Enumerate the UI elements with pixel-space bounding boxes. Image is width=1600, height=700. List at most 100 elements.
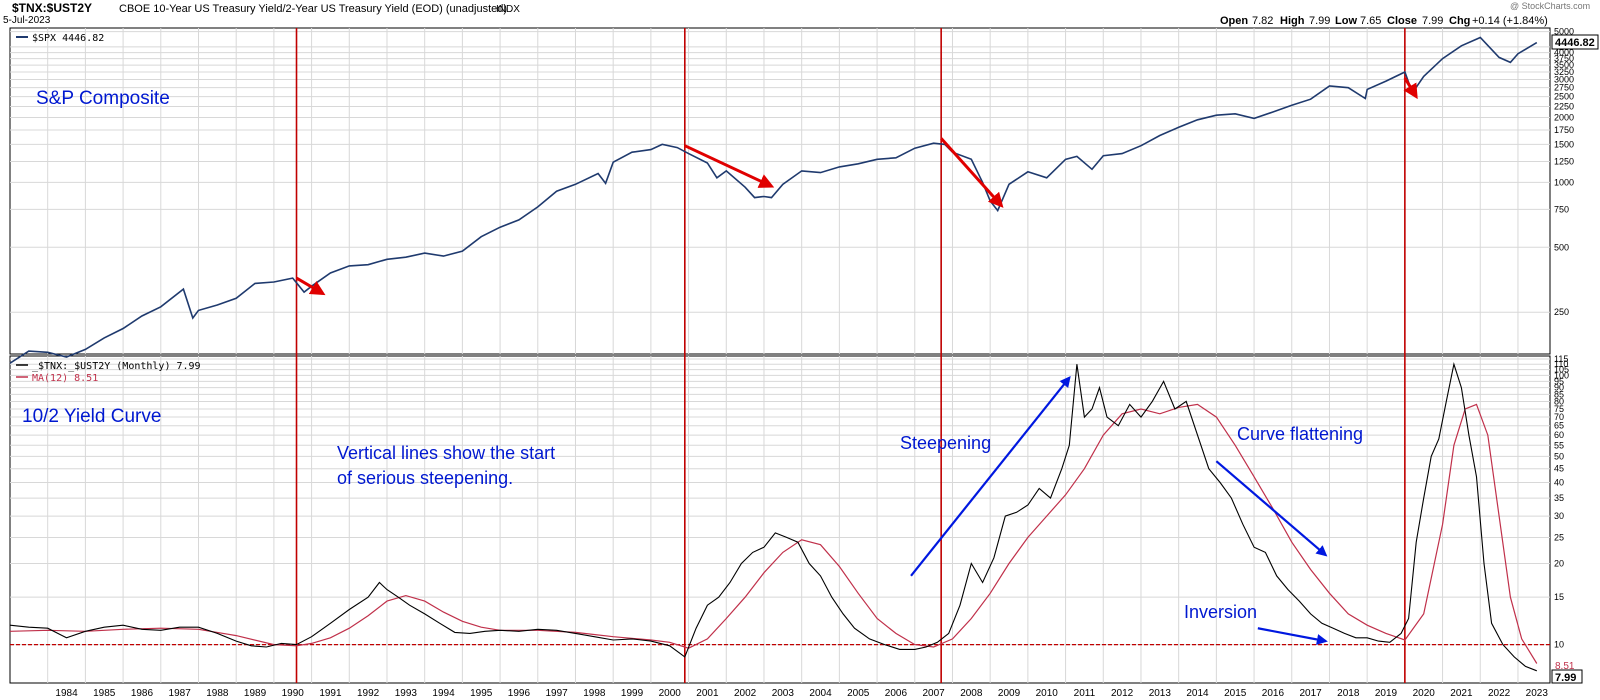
spx-ytick-label: 2000: [1554, 112, 1574, 122]
yield-ytick-label: 60: [1554, 430, 1564, 440]
watermark: @ StockCharts.com: [1510, 1, 1590, 11]
description-label: CBOE 10-Year US Treasury Yield/2-Year US…: [119, 3, 507, 15]
red-arrow-2008: [940, 137, 1004, 208]
xtick-label: 2004: [809, 688, 832, 699]
steepening-label: Steepening: [900, 433, 991, 453]
xtick-label: 2014: [1186, 688, 1209, 699]
spx-ytick-label: 1250: [1554, 156, 1574, 166]
spx-ytick-label: 2500: [1554, 92, 1574, 102]
spx-panel-frame: [9, 27, 1551, 355]
xtick-label: 2000: [659, 688, 682, 699]
xtick-label: 2001: [696, 688, 719, 699]
open-value: 7.82: [1252, 15, 1273, 27]
xtick-label: 2022: [1488, 688, 1511, 699]
xtick-label: 1986: [131, 688, 154, 699]
inversion-label: Inversion: [1184, 602, 1257, 622]
ratio-legend-text: _$TNX:_$UST2Y (Monthly) 7.99: [32, 361, 201, 372]
ratio-last-tag-box: [1551, 669, 1583, 684]
yield-ytick-label: 70: [1554, 412, 1564, 422]
exchange-label: INDX: [496, 4, 520, 15]
xtick-label: 2007: [922, 688, 945, 699]
spx-ytick-label: 2250: [1554, 101, 1574, 111]
low-value: 7.65: [1360, 15, 1381, 27]
inversion-arrow: [1257, 627, 1328, 645]
chg-label: Chg: [1449, 15, 1470, 27]
red-arrow-2020: [1403, 77, 1418, 100]
red-arrow-1990: [295, 276, 326, 296]
ma12-line: [9, 403, 1538, 664]
ma-legend-text: MA(12) 8.51: [32, 373, 98, 384]
xtick-label: 2012: [1111, 688, 1134, 699]
high-label: High: [1280, 15, 1305, 27]
spx-ytick-label: 1500: [1554, 139, 1574, 149]
spx-last-tag: 4446.82: [1555, 37, 1595, 49]
xtick-label: 1993: [395, 688, 418, 699]
steepening-start-lines: [295, 28, 1406, 683]
flattening-arrow: [1215, 460, 1328, 557]
xtick-label: 2011: [1074, 688, 1096, 699]
xtick-label: 1998: [583, 688, 606, 699]
yield-ytick-label: 55: [1554, 440, 1564, 450]
yield-ytick-label: 45: [1554, 464, 1564, 474]
xtick-label: 1988: [206, 688, 229, 699]
spx-annotation-title: S&P Composite: [36, 88, 170, 109]
spx-ytick-label: 750: [1554, 204, 1569, 214]
xtick-label: 1999: [621, 688, 644, 699]
xtick-label: 2017: [1299, 688, 1322, 699]
spx-ytick-label: 500: [1554, 242, 1569, 252]
low-label: Low: [1335, 15, 1357, 27]
yield-ytick-label: 105: [1554, 365, 1569, 375]
xtick-label: 2015: [1224, 688, 1247, 699]
spx-last-tag-box: [1551, 34, 1599, 50]
yield-ytick-label: 75: [1554, 404, 1564, 414]
xtick-label: 1994: [432, 688, 455, 699]
yield-ytick-label: 100: [1554, 370, 1569, 380]
xtick-label: 1992: [357, 688, 380, 699]
xtick-label: 1985: [93, 688, 116, 699]
xtick-label: 2005: [847, 688, 870, 699]
yield-ytick-label: 95: [1554, 376, 1564, 386]
symbol-label: $TNX:$UST2Y: [12, 1, 92, 15]
xtick-label: 2002: [734, 688, 757, 699]
date-label: 5-Jul-2023: [3, 15, 51, 26]
ratio-line: [9, 362, 1537, 672]
xtick-label: 1997: [546, 688, 569, 699]
xtick-label: 2008: [960, 688, 983, 699]
last-value-tags: 4446.82 8.51 7.99: [1551, 34, 1599, 684]
xtick-label: 1991: [319, 688, 342, 699]
ohlc-readout: Open 7.82 High 7.99 Low 7.65 Close 7.99 …: [1220, 15, 1548, 27]
red-arrow-2001: [684, 144, 775, 188]
yield-ytick-label: 80: [1554, 396, 1564, 406]
xtick-label: 2018: [1337, 688, 1360, 699]
close-value: 7.99: [1422, 15, 1443, 27]
yield-panel-frame: [9, 355, 1551, 684]
yield-ytick-label: 10: [1554, 640, 1564, 650]
xtick-label: 2003: [772, 688, 795, 699]
steepening-arrow: [910, 375, 1071, 577]
spx-line: [9, 36, 1538, 364]
yield-legend: _$TNX:_$UST2Y (Monthly) 7.99 MA(12) 8.51: [16, 361, 201, 384]
spx-legend-text: $SPX 4446.82: [32, 33, 104, 44]
grid-lines: [10, 28, 1550, 683]
text-annotations: S&P Composite 10/2 Yield Curve Vertical …: [22, 88, 1363, 622]
close-label: Close: [1387, 15, 1417, 27]
note-line-2: of serious steepening.: [337, 468, 513, 488]
xtick-label: 2019: [1375, 688, 1398, 699]
spx-ytick-label: 3000: [1554, 75, 1574, 85]
ratio-last-tag: 7.99: [1555, 672, 1576, 684]
chart-header: $TNX:$UST2Y CBOE 10-Year US Treasury Yie…: [3, 1, 1590, 27]
chg-value: +0.14 (+1.84%): [1472, 15, 1548, 27]
spx-ytick-label: 4000: [1554, 48, 1574, 58]
yield-ytick-label: 20: [1554, 559, 1564, 569]
xtick-label: 2023: [1526, 688, 1549, 699]
xtick-label: 2010: [1036, 688, 1059, 699]
xtick-label: 1990: [282, 688, 305, 699]
yield-annotation-title: 10/2 Yield Curve: [22, 406, 161, 427]
yield-ytick-label: 115: [1554, 354, 1568, 364]
xtick-label: 2016: [1262, 688, 1285, 699]
xtick-label: 1989: [244, 688, 267, 699]
y-axis-ticks: 250 500 750 1000 1250 1500 1750 200022502500275…: [1554, 27, 1574, 650]
note-line-1: Vertical lines show the start: [337, 443, 555, 463]
